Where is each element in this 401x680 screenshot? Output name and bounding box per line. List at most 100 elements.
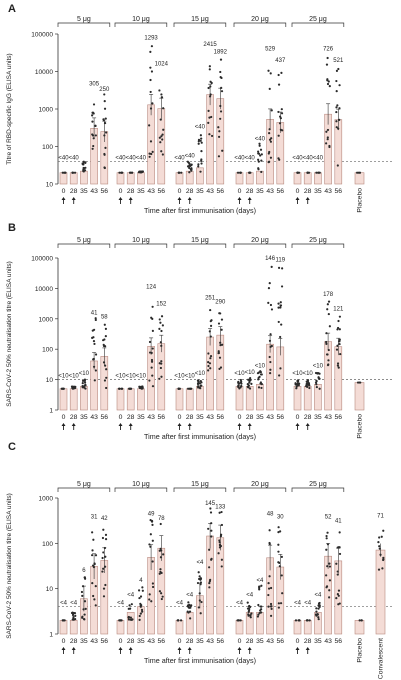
data-point: [208, 95, 212, 98]
y-tick-label: 10: [46, 586, 54, 593]
bar: [206, 535, 214, 635]
bar: [116, 388, 125, 411]
immunisation-arrow-head: [118, 647, 123, 650]
data-point: [268, 128, 271, 131]
data-point: [190, 604, 193, 607]
data-point: [280, 108, 283, 111]
data-point: [71, 385, 74, 388]
data-point: [82, 160, 85, 163]
data-point: [160, 549, 163, 552]
data-point: [151, 347, 154, 350]
data-point: [259, 154, 262, 157]
data-point: [377, 568, 381, 571]
data-point: [150, 316, 153, 319]
data-point: [130, 603, 133, 606]
value-label: 6: [82, 568, 86, 574]
data-point: [151, 150, 154, 153]
data-point: [73, 385, 76, 388]
data-point: [138, 618, 141, 621]
y-axis-title: Titre of RBD-specific IgG (ELISA units): [6, 53, 13, 164]
data-point: [159, 141, 162, 144]
value-label: <4: [314, 593, 322, 599]
value-label: 119: [276, 258, 286, 264]
data-point: [277, 73, 280, 77]
data-point: [82, 162, 85, 165]
data-point: [83, 600, 87, 603]
x-tick-label: 43: [147, 638, 155, 645]
data-point: [92, 594, 95, 598]
data-point: [209, 85, 212, 88]
y-tick-label: 1: [49, 408, 53, 415]
immunisation-arrow-head: [237, 423, 242, 426]
bar: [185, 170, 194, 185]
data-point: [210, 535, 213, 538]
data-point: [160, 592, 163, 595]
data-point: [200, 137, 203, 140]
data-point: [209, 93, 212, 96]
data-point: [336, 104, 339, 107]
y-tick-label: 1000: [39, 316, 54, 323]
data-point: [277, 110, 280, 114]
data-point: [94, 369, 97, 372]
data-point: [92, 111, 95, 114]
data-point: [314, 613, 318, 616]
x-tick-label: 43: [147, 414, 155, 421]
value-label: 152: [156, 301, 167, 307]
x-tick-label: 43: [266, 414, 274, 421]
data-point: [258, 586, 261, 589]
data-point: [336, 362, 340, 365]
data-point: [257, 386, 261, 389]
data-point: [296, 380, 299, 383]
bar: [59, 620, 68, 635]
immunisation-arrow-head: [128, 197, 133, 200]
bar: [147, 104, 155, 185]
value-label: <10: [174, 373, 185, 379]
dose-group-label: 25 μg: [309, 481, 327, 488]
y-tick-label: 10000: [35, 69, 53, 76]
data-point: [160, 344, 163, 347]
data-point: [103, 323, 106, 326]
immunisation-arrow-head: [305, 197, 310, 200]
data-point: [335, 126, 338, 129]
x-tick-label: 28: [186, 638, 194, 645]
data-point: [220, 558, 223, 561]
data-point: [92, 538, 95, 541]
x-tick-label: 0: [119, 638, 123, 645]
data-point: [217, 322, 221, 325]
data-point: [267, 301, 270, 304]
immunisation-arrow-head: [71, 647, 76, 650]
value-label: <40: [126, 155, 137, 161]
data-point: [148, 379, 151, 382]
data-point: [267, 287, 271, 290]
data-point: [101, 536, 105, 540]
data-point: [248, 381, 251, 384]
data-point: [258, 142, 261, 145]
data-point: [338, 328, 341, 331]
data-point: [199, 583, 202, 586]
data-point: [315, 385, 318, 389]
data-point: [159, 366, 162, 370]
data-point: [103, 379, 107, 382]
data-point: [269, 303, 273, 307]
data-point: [270, 265, 273, 268]
data-point: [103, 546, 107, 550]
data-point: [103, 107, 107, 110]
data-point: [239, 619, 242, 622]
data-point: [103, 153, 106, 156]
data-point: [336, 164, 339, 167]
data-point: [279, 304, 283, 307]
data-point: [105, 368, 108, 371]
data-point: [221, 149, 224, 152]
data-point: [247, 609, 251, 612]
data-point: [104, 335, 107, 338]
data-point: [326, 303, 329, 306]
data-point: [150, 152, 153, 156]
value-label: <10: [115, 373, 126, 379]
bar: [59, 172, 68, 185]
data-point: [278, 374, 281, 377]
data-point: [208, 362, 212, 365]
data-point: [335, 110, 338, 114]
immunisation-arrow-head: [247, 423, 252, 426]
data-point: [335, 90, 338, 93]
data-point: [128, 171, 132, 174]
